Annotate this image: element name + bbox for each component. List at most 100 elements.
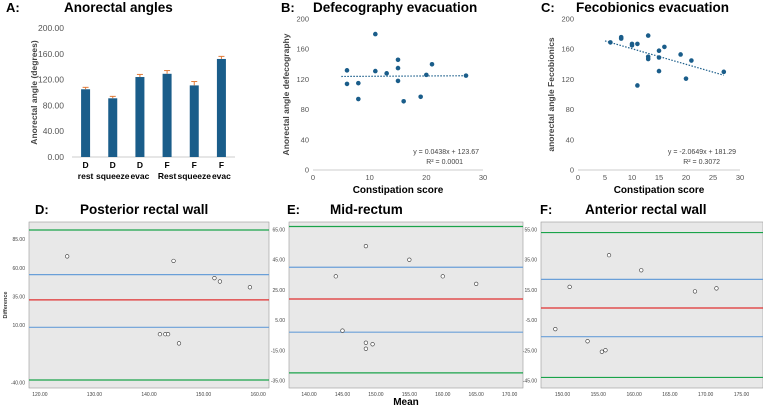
panel-letter: E: [287, 202, 300, 217]
y-tick-label: 60.00 [12, 266, 25, 272]
category-label-top: D [83, 160, 89, 170]
panel-letter: D: [35, 202, 49, 217]
data-point [689, 58, 694, 63]
y-tick-label: 80.00 [43, 100, 65, 110]
x-tick-label: 20 [422, 173, 430, 182]
data-point [662, 44, 667, 50]
x-axis-label: Constipation score [353, 185, 444, 196]
x-tick-label: 15 [655, 173, 663, 182]
x-tick-label: 165.00 [469, 392, 485, 398]
data-point [212, 275, 217, 281]
data-point [608, 40, 613, 45]
data-point [553, 327, 558, 332]
data-point [656, 55, 662, 60]
y-tick-label: 200 [561, 15, 574, 24]
y-tick-label: 85.00 [12, 237, 25, 243]
trend-equation: y = -2.0649x + 181.29 [668, 149, 736, 156]
x-tick-label: 150.00 [555, 392, 571, 398]
data-point [639, 268, 644, 273]
data-point [171, 258, 176, 264]
y-tick-label: 35.00 [12, 294, 25, 300]
y-tick-label: 160 [561, 45, 574, 54]
category-label-bottom: Rest [158, 171, 177, 181]
x-tick-label: 30 [736, 173, 744, 182]
data-point [395, 65, 401, 71]
panel-e: E: Mid-rectum -35.00 -15.00 5.00 25.00 45.00 65… [271, 202, 524, 408]
y-tick-label: 55.00 [524, 228, 537, 234]
data-point [618, 36, 624, 41]
panel-title: Fecobionics evacuation [576, 0, 729, 15]
trend-line [341, 75, 467, 78]
y-tick-label: -25.00 [523, 348, 537, 354]
x-tick-label: 140.00 [301, 392, 317, 398]
y-tick-label: 0 [570, 166, 574, 175]
data-point [157, 332, 163, 337]
data-point [344, 81, 350, 87]
y-tick-label: 40 [566, 135, 574, 144]
panel-title: Defecography evacuation [313, 0, 477, 15]
panel-d: D: Posterior rectal wall -40.00 10.00 35.00 6… [3, 202, 270, 398]
data-point [65, 254, 70, 259]
data-point [407, 257, 412, 262]
y-tick-label: 200 [296, 15, 309, 24]
panel-c: C: Fecobionics evacuation 0 40 80 120 160 200 0 5… [541, 0, 744, 196]
bar [162, 73, 172, 157]
y-tick-label: 120 [296, 75, 309, 84]
data-point [384, 71, 389, 76]
data-point [370, 342, 375, 347]
data-point [395, 57, 401, 63]
y-tick-label: 35.00 [524, 258, 537, 264]
data-point [176, 341, 182, 346]
data-point [463, 73, 469, 78]
data-point [692, 289, 698, 294]
plot-background [540, 221, 763, 389]
data-point [429, 62, 435, 67]
data-point [401, 98, 406, 104]
category-label-top: D [137, 160, 143, 170]
x-tick-label: 160.00 [250, 392, 266, 398]
panel-title: Mid-rectum [330, 202, 403, 217]
bar [135, 77, 145, 157]
x-tick-label: 165.00 [662, 392, 678, 398]
data-point [721, 69, 727, 75]
category-label-top: F [164, 160, 169, 170]
x-tick-label: 155.00 [402, 392, 418, 398]
bar [81, 89, 91, 157]
category-label-top: D [110, 160, 116, 170]
data-point [603, 348, 608, 353]
panel-title: Anorectal angles [64, 0, 173, 15]
data-point [395, 78, 401, 84]
x-tick-label: 140.00 [141, 392, 157, 398]
data-point [373, 68, 378, 74]
x-tick-label: 170.00 [502, 392, 518, 398]
bar [108, 98, 118, 157]
y-tick-label: 80 [301, 105, 309, 114]
data-point [247, 285, 253, 290]
y-tick-label: -40.00 [11, 380, 25, 386]
y-tick-label: 0 [305, 166, 309, 175]
category-label-bottom: evac [212, 171, 231, 181]
data-point [363, 340, 368, 345]
y-tick-label: 160.00 [38, 49, 64, 59]
panel-f: F: Anterior rectal wall -45.00 -25.00 -5.00 1… [523, 202, 763, 398]
panel-letter: F: [540, 202, 552, 217]
x-tick-label: 25 [709, 173, 717, 182]
data-point [683, 76, 689, 81]
data-point [363, 346, 368, 351]
data-point [635, 41, 640, 47]
data-point [599, 349, 604, 354]
x-tick-label: 20 [682, 173, 690, 182]
data-point [424, 72, 429, 78]
data-point [656, 68, 662, 74]
data-point [567, 284, 572, 289]
y-tick-label: 200.00 [38, 23, 64, 33]
x-tick-label: 150.00 [368, 392, 384, 398]
data-point [474, 281, 479, 286]
x-tick-label: 145.00 [335, 392, 351, 398]
y-axis-label: Anorectal angle defecography [281, 33, 291, 155]
y-tick-label: 10.00 [12, 323, 25, 329]
x-tick-label: 130.00 [87, 392, 103, 398]
x-tick-label: 160.00 [435, 392, 451, 398]
y-tick-label: 45.00 [272, 258, 285, 264]
x-tick-label: 5 [603, 173, 607, 182]
